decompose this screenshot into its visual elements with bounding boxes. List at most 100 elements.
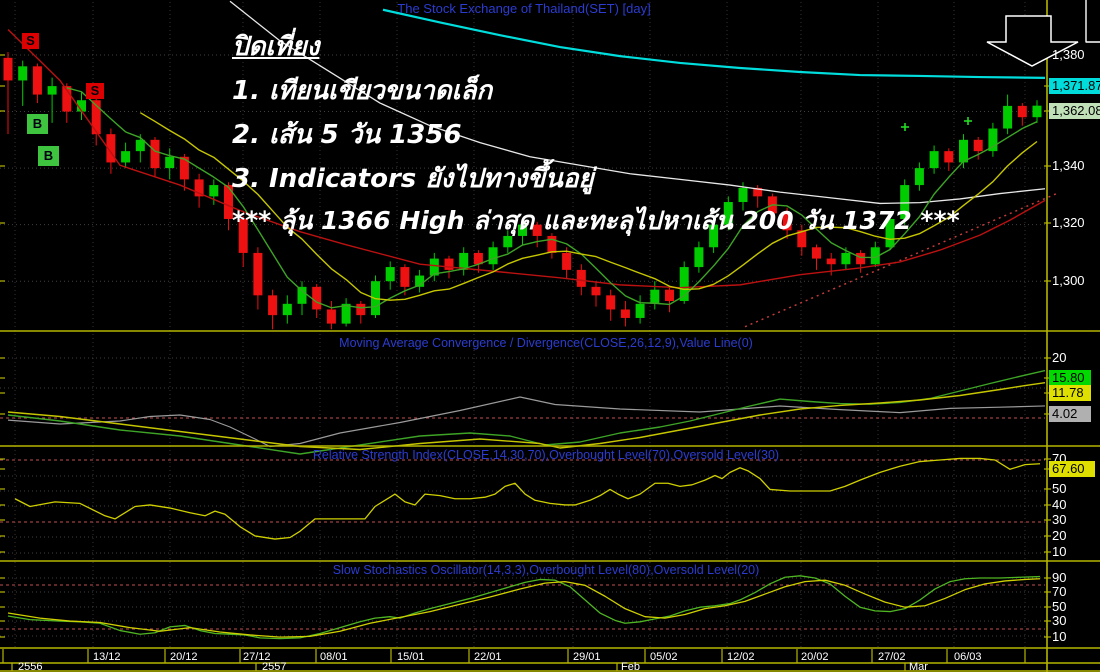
candle-body xyxy=(326,309,336,324)
date-label: 08/01 xyxy=(320,651,348,663)
candle-body xyxy=(562,252,572,270)
candle-body xyxy=(106,134,116,163)
rsi-panel-title: Relative Strength Index(CLOSE,14,30,70),… xyxy=(312,448,780,462)
annotation-heading: ปิดเที่ยง xyxy=(232,32,320,62)
candle-body xyxy=(650,289,660,304)
candle-body xyxy=(297,286,307,304)
candle-body xyxy=(782,213,792,231)
ma5-line xyxy=(66,87,1038,309)
rsi-axis-label: 50 xyxy=(1052,481,1067,496)
candle-body xyxy=(738,187,748,203)
candle-body xyxy=(929,151,939,169)
stoch-axis-label: 90 xyxy=(1052,570,1067,585)
candle-body xyxy=(179,156,189,180)
date-label: 20/02 xyxy=(801,651,829,663)
corner-line xyxy=(1085,0,1100,43)
rsi-line xyxy=(14,457,1041,540)
candle-body xyxy=(606,295,616,310)
candle-body xyxy=(679,267,689,301)
candle-body xyxy=(47,86,57,95)
ma10-line xyxy=(139,112,1038,301)
rsi-axis-label: 40 xyxy=(1052,497,1067,512)
candle-body xyxy=(1017,105,1027,118)
price-axis-badge: 1,371.87 xyxy=(1049,78,1100,94)
candle-body xyxy=(973,139,983,152)
candle-body xyxy=(385,267,395,282)
candle-body xyxy=(841,252,851,265)
candle-body xyxy=(503,235,513,248)
candle-body xyxy=(165,156,175,169)
candle-body xyxy=(723,202,733,225)
candle-body xyxy=(591,286,601,296)
candle-body xyxy=(32,66,42,95)
candle-body xyxy=(885,218,895,248)
candle-body xyxy=(488,247,498,265)
stoch-axis-label: 10 xyxy=(1052,629,1067,644)
date-label: 06/03 xyxy=(954,651,982,663)
candle-body xyxy=(856,252,866,265)
candle-body xyxy=(282,303,292,316)
date-label: 27/02 xyxy=(878,651,906,663)
candle-body xyxy=(870,247,880,265)
candle-body xyxy=(797,230,807,248)
candle-body xyxy=(91,100,101,135)
price-axis-label: 1,380 xyxy=(1052,47,1085,62)
rsi-axis-label: 20 xyxy=(1052,528,1067,543)
sell-signal-badge: S xyxy=(86,83,104,99)
price-axis-badge: 1,362.08 xyxy=(1049,103,1100,119)
date-label: 29/01 xyxy=(573,651,601,663)
ma25-line xyxy=(7,29,1046,289)
candle-body xyxy=(121,151,131,163)
candle-body xyxy=(900,185,910,219)
date-label: 22/01 xyxy=(474,651,502,663)
rsi-value-badge: 67.60 xyxy=(1049,461,1095,477)
period-label: 2557 xyxy=(262,661,287,672)
rsi-axis-label: 30 xyxy=(1052,512,1067,527)
sell-signal-badge: S xyxy=(22,33,39,49)
candle-body xyxy=(238,218,248,253)
candle-body xyxy=(709,224,719,248)
price-axis-label: 1,300 xyxy=(1052,273,1085,288)
candle-body xyxy=(253,252,263,296)
candle-body xyxy=(914,168,924,186)
candle-body xyxy=(753,187,763,197)
price-axis-label: 1,320 xyxy=(1052,215,1085,230)
macd-value-badge: 4.02 xyxy=(1049,406,1091,422)
candle-body xyxy=(1003,105,1013,129)
date-label: 13/12 xyxy=(93,651,121,663)
candle-body xyxy=(429,258,439,276)
period-label: Mar xyxy=(909,661,928,672)
candle-body xyxy=(224,185,233,219)
candle-body xyxy=(356,303,366,316)
period-label: Feb xyxy=(621,661,640,672)
stoch-axis-label: 30 xyxy=(1052,613,1067,628)
macd-value-badge: 15.80 xyxy=(1049,370,1091,386)
rsi-axis-label: 10 xyxy=(1052,544,1067,559)
macd-axis-label: 20 xyxy=(1052,350,1067,365)
date-label: 05/02 xyxy=(650,651,678,663)
ma200-line xyxy=(382,8,1046,80)
candle-body xyxy=(959,139,968,163)
candle-body xyxy=(826,258,836,265)
candle-body xyxy=(135,139,145,152)
macd-panel-title: Moving Average Convergence / Divergence(… xyxy=(339,336,753,350)
candle-body xyxy=(1032,105,1042,118)
date-label: 15/01 xyxy=(397,651,425,663)
candle-body xyxy=(62,86,72,112)
candle-body xyxy=(988,128,998,152)
candle-body xyxy=(459,252,469,270)
candle-body xyxy=(547,235,557,253)
annotation-line-3: 3. Indicators ยังไปทางขึ้นอยู่ xyxy=(232,164,594,194)
candle-body xyxy=(194,179,204,197)
candle-body xyxy=(268,295,278,316)
candle-body xyxy=(150,139,160,169)
candle-body xyxy=(415,275,425,287)
candle-body xyxy=(473,252,483,265)
price-axis-label: 1,340 xyxy=(1052,158,1085,173)
trendline-dotted xyxy=(744,193,1057,328)
stoch-k-line xyxy=(7,575,1041,640)
annotation-line-2: 2. เส้น 5 วัน 1356 xyxy=(232,120,462,150)
down-arrow xyxy=(986,15,1079,67)
